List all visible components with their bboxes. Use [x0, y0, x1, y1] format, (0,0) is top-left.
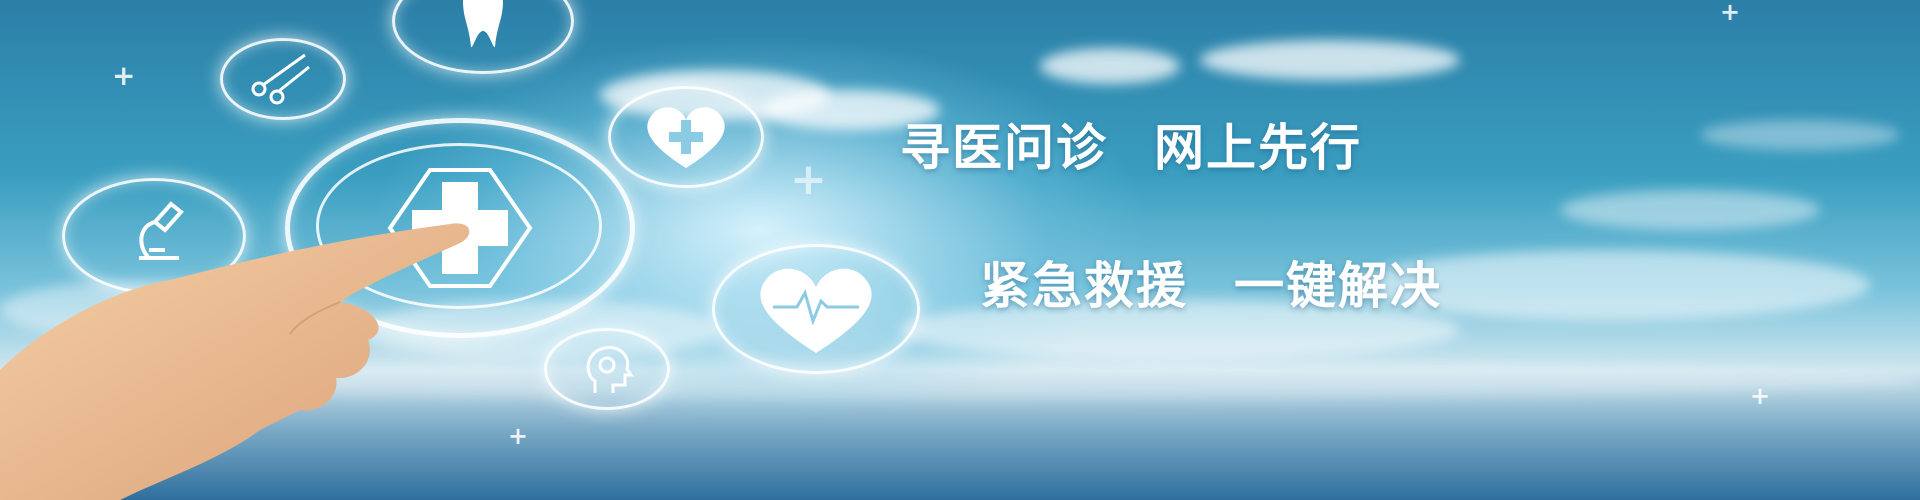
headline-1-right: 网上先行: [1154, 119, 1362, 177]
cloud: [1040, 48, 1180, 84]
heart-plus-icon: [608, 86, 764, 188]
plus-sparkle-icon: +: [790, 154, 827, 205]
heartbeat-icon: [712, 244, 920, 374]
headline-line-1: 寻医问诊 网上先行: [900, 108, 1362, 180]
cloud: [1560, 190, 1820, 230]
cloud: [1200, 40, 1460, 80]
plus-sparkle-icon: +: [1720, 0, 1741, 26]
headline-2-right: 一键解决: [1234, 257, 1442, 315]
cloud: [1350, 250, 1870, 320]
cloud: [900, 300, 1460, 360]
pointing-hand: [0, 223, 470, 500]
head-profile-icon: [544, 328, 670, 410]
tooth-icon: [392, 0, 574, 74]
plus-sparkle-icon: +: [508, 422, 529, 450]
plus-sparkle-icon: +: [112, 59, 136, 92]
headline-1-left: 寻医问诊: [900, 119, 1108, 177]
scissors-icon: [220, 38, 346, 120]
plus-sparkle-icon: +: [1750, 382, 1771, 410]
headline-2-left: 紧急救援: [980, 257, 1188, 315]
cloud: [760, 90, 940, 130]
cloud: [1700, 120, 1900, 150]
headline-line-2: 紧急救援 一键解决: [980, 246, 1442, 318]
